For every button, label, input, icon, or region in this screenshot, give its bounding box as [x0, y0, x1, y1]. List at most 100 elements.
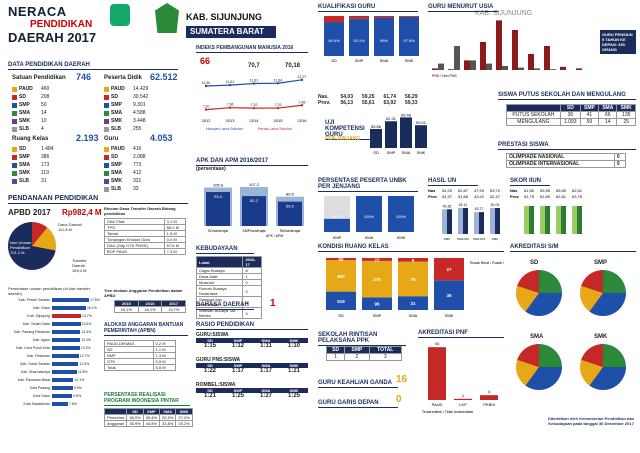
- rincian-title: Rincian Dana Transfer Daerah Bidang pend…: [104, 206, 176, 216]
- un-bar-2016: [442, 209, 447, 234]
- pie-non: Non Urusan Pendidikan 701,2 M: [10, 240, 32, 255]
- keahlian-title: GURU KEAHLIAN GANDA: [318, 380, 398, 388]
- iiun-row-val: 63,78: [572, 194, 583, 199]
- row-value: 30.542: [133, 94, 149, 100]
- rasio-val: 1:17: [259, 368, 272, 374]
- kual-row-val: 59,33: [404, 100, 418, 106]
- table-cell: SD: [559, 104, 581, 112]
- ukg-value: 62.31: [386, 116, 397, 121]
- bullet-icon: [104, 170, 109, 176]
- apk-cat: SM/sederajat: [280, 229, 301, 233]
- iiun-row-val: 51,75: [524, 194, 535, 199]
- bar-mark: [52, 402, 69, 406]
- unbk-cat: SMA: [365, 235, 374, 240]
- apm-bar: [206, 192, 230, 226]
- apk-legend: APK / APM: [266, 234, 283, 238]
- list-row: SMP 386: [12, 153, 97, 161]
- apm-bar: [242, 196, 266, 226]
- bullet-icon: [12, 86, 17, 92]
- bullet-icon: [12, 154, 17, 160]
- satpen-list: PAUD 460 SD 208 SMP 50 SMA 14 SMK 10 SLB 4: [12, 85, 97, 133]
- apbd-amount: Rp982,4 M: [62, 208, 102, 217]
- bar-value: 9.9%: [73, 386, 82, 390]
- bullet-icon: [12, 102, 17, 108]
- apk-sub: (persentase): [196, 166, 226, 172]
- table-cell: 27,0%: [175, 414, 193, 421]
- kondisi-segment: [362, 297, 392, 310]
- bar-value: 9.6%: [73, 394, 82, 398]
- table-cell: 14: [598, 118, 618, 126]
- ipm-title: INDEKS PEMBANGUNAN MANUSIA 2016: [196, 45, 308, 53]
- kual-row-val: 61,74: [383, 94, 396, 100]
- bar-value: 12.7%: [79, 354, 90, 358]
- footer-note: Diterbitkan oleh Kementerian Pendidikan …: [547, 416, 635, 426]
- guru-list: PAUD 416 SD 2.088 SMP 773 SMA 412 SMK 331 SLB 33: [104, 145, 189, 193]
- bar-value: 13.3%: [81, 338, 91, 342]
- table-cell: Lokal: [195, 256, 244, 268]
- bullet-icon: [12, 162, 17, 168]
- un-row-val: 51,37: [442, 194, 453, 199]
- iiun-bar-2017: [577, 206, 582, 234]
- kondisi-cat: SMA: [409, 313, 418, 318]
- unbk-cat: SMK: [397, 235, 406, 240]
- pensiun-note: GURU PENSIUN 5 TAHUN KE DEPAN: 335 ORANG: [600, 30, 636, 54]
- bar-row: Kab. Solok Selatan 12.5%: [8, 360, 100, 368]
- ipm-year: 2012: [202, 118, 212, 123]
- list-row: SD 208: [12, 93, 97, 101]
- ukg-cat: SMA: [402, 150, 411, 155]
- apk-title: APK DAN APM 2016/2017: [196, 158, 308, 166]
- ukg-bar: [400, 117, 412, 148]
- un-value: 49.35: [443, 204, 452, 208]
- kab-name-small: KAB. SIJUNJUNG: [475, 10, 533, 17]
- kab-logo: [155, 3, 179, 33]
- rasio-val: 1:27: [259, 393, 272, 399]
- bar-row: Kab. Tanah Datar 13.5%: [8, 320, 100, 328]
- pnf-cat: LKP: [459, 402, 467, 407]
- un-row-label: Nas: [428, 188, 436, 193]
- table-row: Tunjangan Khusus Guru 0,0 M: [104, 236, 187, 243]
- hasilun-chart: Nas 54,25 52,87 47,93 53,72 Prov 51,37 51,68 43,…: [428, 188, 501, 241]
- unbk-cat: SMP: [333, 235, 342, 240]
- ipm-point: [204, 84, 208, 88]
- iiun-bar-2017: [561, 206, 566, 234]
- table-cell: 36,9%: [126, 420, 144, 427]
- bar-row: Kab. Padang Pariaman 13.4%: [8, 328, 100, 336]
- table-row: Penerima 36,9% 39,4% 29,9% 27,0%: [103, 414, 193, 421]
- rk-total: 2.193: [76, 133, 99, 143]
- list-row: SD 1.484: [12, 145, 97, 153]
- bar-mark: [52, 330, 81, 334]
- table-row: DAU (Gaji GTK PNSD) 67,6 M: [104, 242, 187, 249]
- keahlian-n: 16: [396, 374, 408, 385]
- satpen-total: 746: [76, 72, 92, 82]
- kondisi-segment: [398, 296, 428, 310]
- ipm-chart: 11,50 11,61 11,81 11,84 12,27 7,20 7,36 7,32 7,3…: [202, 75, 308, 131]
- rincian-table: DAK Fisik 3,1 M TPG 88,0 M Tamsil 1,9 M Tunjan…: [104, 218, 187, 255]
- table-row: MENGULANG 1.093 59 14 25: [506, 118, 636, 126]
- pd-list: PAUD 14.429 SD 30.542 SMP 9.301 SMA 4.588 SMK 3.4…: [104, 85, 189, 133]
- row-value: 2.088: [133, 154, 146, 160]
- kualifikasi-chart: 84.9% SD 93.1% SMP 96% SMA 97.8% SMK: [324, 16, 419, 63]
- bar-mark: [52, 378, 74, 382]
- ipm-year: 2013: [226, 118, 236, 123]
- rasio-val: 1:22: [203, 368, 216, 374]
- apm-value: 93.4: [214, 194, 223, 199]
- section-data-pendidikan: DATA PENDIDIKAN DAERAH: [8, 62, 178, 70]
- bar-row: Kab. Solok 16.1%: [8, 304, 100, 312]
- table-row: BOP PAUD 7,4 M: [104, 248, 187, 255]
- bar-row: Kab. Sijunjung 13.7%: [8, 312, 100, 320]
- apm-value: 82.2: [250, 198, 259, 203]
- table-cell: MENGULANG: [506, 118, 561, 126]
- row-value: 9.301: [133, 102, 146, 108]
- un-bar-2016: [490, 207, 495, 234]
- kual-value: 84.9%: [328, 38, 340, 43]
- table-cell: Rumah Budaya Nusantara: [195, 285, 244, 297]
- table-cell: TOTAL: [368, 346, 403, 354]
- ukg-title: UJI KOMPETENSI GURU: [325, 120, 375, 140]
- kual-row-label: Nas.: [318, 94, 329, 100]
- table-row: SD SMP SMA SMK: [506, 104, 636, 112]
- bar-mark: [52, 362, 79, 366]
- satpen-label: Satuan Pendidikan: [12, 75, 66, 81]
- apm-value: 66.9: [286, 204, 295, 209]
- row-label: PAUD: [111, 86, 125, 92]
- un-row-val: 43,42: [474, 194, 485, 199]
